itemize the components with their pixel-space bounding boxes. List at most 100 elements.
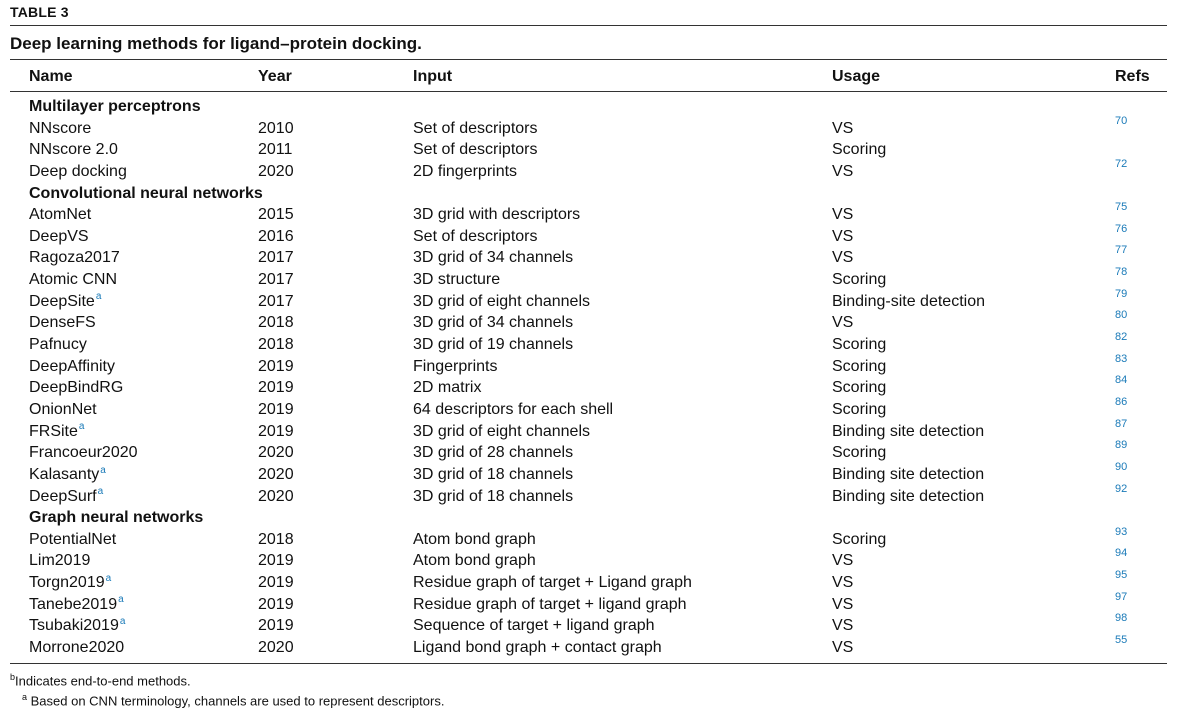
footnote-marker[interactable]: a — [105, 572, 112, 584]
year-cell: 2020 — [258, 162, 294, 180]
table-row: Kalasantya 2020 3D grid of 18 channels Bind… — [10, 460, 1167, 486]
usage-cell: Scoring — [832, 141, 887, 159]
reference-link[interactable]: 98 — [1115, 612, 1128, 625]
year-cell: 2019 — [258, 422, 294, 440]
reference-link[interactable]: 87 — [1115, 417, 1128, 430]
reference-link[interactable]: 95 — [1115, 569, 1128, 582]
method-name: Tanebe2019 — [29, 595, 118, 613]
usage-cell: Scoring — [832, 271, 887, 289]
reference-link[interactable]: 83 — [1115, 352, 1128, 365]
table-row: OnionNet 2019 64 descriptors for each shel… — [10, 395, 1167, 421]
reference-link[interactable]: 78 — [1115, 266, 1128, 279]
reference-link[interactable]: 97 — [1115, 590, 1128, 603]
input-cell: Set of descriptors — [413, 227, 538, 245]
reference-link[interactable]: 80 — [1115, 309, 1128, 322]
input-cell: Atom bond graph — [413, 530, 536, 548]
input-cell: 3D grid of 18 channels — [413, 465, 574, 483]
reference-link[interactable]: 90 — [1115, 460, 1128, 473]
method-name-cell: Pafnucy — [29, 336, 87, 354]
method-name: FRSite — [29, 422, 78, 440]
footnote-marker[interactable]: a — [97, 486, 104, 498]
table-row: Atomic CNN 2017 3D structure Scoring 78 — [10, 266, 1167, 291]
reference-link[interactable]: 89 — [1115, 439, 1128, 452]
caption-rule — [10, 59, 1167, 60]
method-name-cell: DenseFS — [29, 314, 96, 332]
footnote-marker[interactable]: a — [119, 616, 126, 628]
input-cell: 3D grid of 34 channels — [413, 249, 574, 267]
reference-link[interactable]: 79 — [1115, 287, 1128, 300]
table-row: Deep docking 2020 2D fingerprints VS 72 — [10, 157, 1167, 183]
method-name: NNscore 2.0 — [29, 141, 118, 159]
header-name: Name — [29, 68, 73, 85]
reference-link[interactable]: 77 — [1115, 244, 1128, 257]
table-label: TABLE 3 — [10, 4, 69, 20]
footnote-marker[interactable]: a — [100, 464, 106, 476]
input-cell: Fingerprints — [413, 357, 498, 375]
year-cell: 2018 — [258, 336, 294, 354]
reference-link[interactable]: 55 — [1115, 634, 1128, 647]
method-name: Ragoza2017 — [29, 249, 120, 267]
year-cell: 2019 — [258, 400, 294, 418]
year-cell: 2020 — [258, 487, 294, 505]
method-name: DeepAffinity — [29, 357, 115, 375]
method-name-cell: DeepSitea — [29, 291, 102, 311]
reference-link[interactable]: 93 — [1115, 525, 1128, 538]
year-cell: 2019 — [258, 617, 294, 635]
group-header-row: Multilayer perceptrons — [10, 96, 1167, 118]
footnote-marker[interactable]: a — [95, 291, 102, 303]
method-name-cell: FRSitea — [29, 421, 85, 441]
table-row: PotentialNet 2018 Atom bond graph Scoring 93 — [10, 525, 1167, 551]
table-row: Morrone2020 2020 Ligand bond graph + conta… — [10, 634, 1167, 659]
footnote-marker[interactable]: a — [118, 594, 124, 606]
reference-link[interactable]: 82 — [1115, 331, 1128, 344]
usage-cell: VS — [832, 639, 854, 657]
method-name: Lim2019 — [29, 552, 91, 570]
usage-cell: VS — [832, 206, 854, 224]
table-row: DeepAffinity 2019 Fingerprints Scoring 83 — [10, 352, 1167, 378]
method-name-cell: Kalasantya — [29, 464, 106, 484]
reference-link[interactable]: 94 — [1115, 547, 1128, 560]
year-cell: 2019 — [258, 552, 294, 570]
bottom-rule — [10, 663, 1167, 664]
method-name-cell: DeepSurfa — [29, 486, 104, 506]
group-header-row: Graph neural networks — [10, 507, 1167, 529]
group-title: Graph neural networks — [29, 509, 204, 527]
table-row: AtomNet 2015 3D grid with descriptors VS 75 — [10, 201, 1167, 226]
input-cell: Residue graph of target + Ligand graph — [413, 574, 692, 592]
year-cell: 2019 — [258, 357, 294, 375]
reference-link[interactable]: 75 — [1115, 201, 1128, 214]
input-cell: Sequence of target + ligand graph — [413, 617, 655, 635]
table-row: Francoeur2020 2020 3D grid of 28 channels S… — [10, 439, 1167, 464]
method-name: DeepVS — [29, 227, 89, 245]
year-cell: 2017 — [258, 249, 294, 267]
reference-link[interactable]: 72 — [1115, 157, 1128, 170]
year-cell: 2019 — [258, 379, 294, 397]
reference-link[interactable]: 84 — [1115, 374, 1128, 387]
method-name: DeepSite — [29, 292, 95, 310]
usage-cell: VS — [832, 162, 854, 180]
group-title: Convolutional neural networks — [29, 184, 263, 202]
method-name: Deep docking — [29, 162, 127, 180]
footnote-marker[interactable]: a — [78, 421, 85, 433]
usage-cell: Binding-site detection — [832, 292, 985, 310]
reference-link[interactable]: 70 — [1115, 114, 1128, 127]
method-name: NNscore — [29, 119, 92, 137]
input-cell: 3D grid with descriptors — [413, 206, 581, 224]
table-row: Tanebe2019a 2019 Residue graph of target +… — [10, 590, 1167, 616]
year-cell: 2019 — [258, 574, 294, 592]
header-refs: Refs — [1115, 68, 1150, 85]
input-cell: 3D grid of 28 channels — [413, 444, 574, 462]
usage-cell: VS — [832, 249, 854, 267]
reference-link[interactable]: 92 — [1115, 482, 1128, 495]
usage-cell: VS — [832, 314, 854, 332]
input-cell: Set of descriptors — [413, 141, 538, 159]
table-row: Ragoza2017 2017 3D grid of 34 channels VS 77 — [10, 244, 1167, 269]
reference-link[interactable]: 76 — [1115, 222, 1128, 235]
input-cell: Set of descriptors — [413, 119, 538, 137]
header-usage: Usage — [832, 68, 881, 85]
table-row: DenseFS 2018 3D grid of 34 channels VS 80 — [10, 309, 1167, 334]
table-caption: Deep learning methods for ligand–protein… — [10, 34, 422, 53]
reference-link[interactable]: 86 — [1115, 395, 1128, 408]
table-row: DeepBindRG 2019 2D matrix Scoring 84 — [10, 374, 1167, 399]
table-row: Pafnucy 2018 3D grid of 19 channels Scoring… — [10, 331, 1167, 356]
